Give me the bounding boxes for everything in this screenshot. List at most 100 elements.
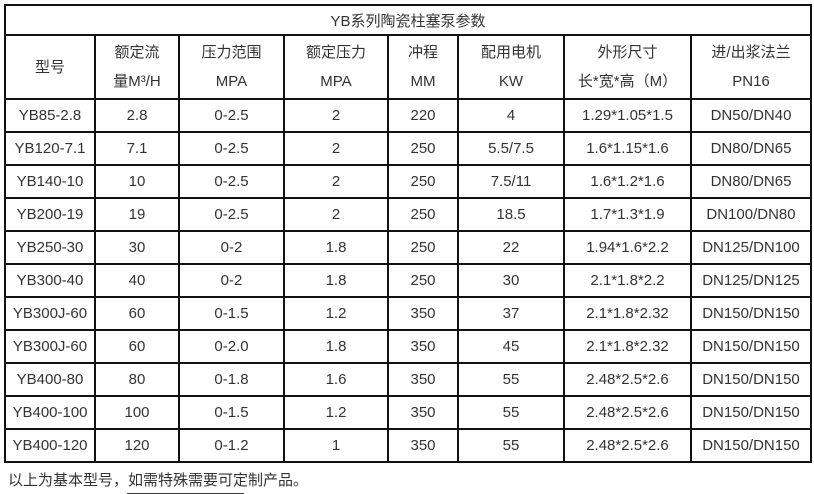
header-model: 型号 xyxy=(4,34,96,100)
cell-motor: 45 xyxy=(457,329,565,364)
table-title-row: YB系列陶瓷柱塞泵参数 xyxy=(3,4,813,36)
cell-stroke: 220 xyxy=(387,98,459,133)
table-title: YB系列陶瓷柱塞泵参数 xyxy=(3,4,813,36)
header-model-label: 型号 xyxy=(34,58,65,76)
cell-dimensions: 1.29*1.05*1.5 xyxy=(563,98,692,133)
cell-rated-pressure: 1.8 xyxy=(283,230,389,265)
cell-rated-flow: 100 xyxy=(94,395,180,430)
table-row: YB400-100 100 0-1.5 1.2 350 55 2.48*2.5*… xyxy=(4,395,813,430)
table-row: YB85-2.8 2.8 0-2.5 2 220 4 1.29*1.05*1.5… xyxy=(4,98,813,133)
cell-flange: DN100/DN80 xyxy=(689,197,813,232)
cell-motor: 55 xyxy=(457,428,565,463)
cell-rated-flow: 60 xyxy=(94,329,180,364)
cell-model: YB300J-60 xyxy=(4,329,96,364)
cell-rated-flow: 30 xyxy=(94,230,180,265)
cell-model: YB120-7.1 xyxy=(4,131,96,166)
cell-motor: 55 xyxy=(457,362,565,397)
cell-pressure-range: 0-2.5 xyxy=(178,197,285,232)
cell-dimensions: 2.1*1.8*2.32 xyxy=(563,296,692,331)
cell-pressure-range: 0-1.5 xyxy=(178,296,285,331)
cell-motor: 30 xyxy=(457,263,565,298)
table-row: YB400-120 120 0-1.2 1 350 55 2.48*2.5*2.… xyxy=(4,428,813,463)
cell-rated-pressure: 1 xyxy=(283,428,389,463)
cell-pressure-range: 0-2.5 xyxy=(178,164,285,199)
cell-model: YB300J-60 xyxy=(4,296,96,331)
header-rated-pressure: 额定压力 MPA xyxy=(283,34,389,100)
cell-rated-flow: 40 xyxy=(94,263,180,298)
cell-dimensions: 2.48*2.5*2.6 xyxy=(563,428,692,463)
cell-rated-flow: 2.8 xyxy=(94,98,180,133)
cell-flange: DN150/DN150 xyxy=(689,362,813,397)
table-row: YB300J-60 60 0-1.5 1.2 350 37 2.1*1.8*2.… xyxy=(4,296,813,331)
table-row: YB140-10 10 0-2.5 2 250 7.5/11 1.6*1.2*1… xyxy=(4,164,813,199)
cell-rated-flow: 7.1 xyxy=(94,131,180,166)
cell-model: YB200-19 xyxy=(4,197,96,232)
cell-motor: 18.5 xyxy=(457,197,565,232)
cell-pressure-range: 0-2.0 xyxy=(178,329,285,364)
cell-flange: DN150/DN150 xyxy=(689,329,813,364)
cell-flange: DN50/DN40 xyxy=(689,98,813,133)
cell-stroke: 350 xyxy=(387,428,459,463)
header-flange: 进/出浆法兰 PN16 xyxy=(689,34,813,100)
table-row: YB300J-60 60 0-2.0 1.8 350 45 2.1*1.8*2.… xyxy=(4,329,813,364)
cell-pressure-range: 0-2.5 xyxy=(178,98,285,133)
cell-rated-pressure: 2 xyxy=(283,98,389,133)
cell-stroke: 250 xyxy=(387,131,459,166)
header-dimensions: 外形尺寸 长*宽*高（M） xyxy=(563,34,692,100)
cell-motor: 7.5/11 xyxy=(457,164,565,199)
cell-rated-pressure: 1.8 xyxy=(283,263,389,298)
cell-flange: DN150/DN150 xyxy=(689,395,813,430)
cell-dimensions: 1.6*1.15*1.6 xyxy=(563,131,692,166)
cell-dimensions: 1.7*1.3*1.9 xyxy=(563,197,692,232)
cell-motor: 37 xyxy=(457,296,565,331)
header-rated-flow: 额定流 量M³/H xyxy=(94,34,180,100)
cell-rated-flow: 19 xyxy=(94,197,180,232)
cell-model: YB400-100 xyxy=(4,395,96,430)
cell-motor: 22 xyxy=(457,230,565,265)
cell-stroke: 250 xyxy=(387,164,459,199)
cell-flange: DN150/DN150 xyxy=(689,428,813,463)
table-row: YB250-30 30 0-2 1.8 250 22 1.94*1.6*2.2 … xyxy=(4,230,813,265)
cell-rated-pressure: 1.2 xyxy=(283,395,389,430)
cell-motor: 5.5/7.5 xyxy=(457,131,565,166)
cell-flange: DN150/DN150 xyxy=(689,296,813,331)
cell-pressure-range: 0-2 xyxy=(178,263,285,298)
cell-rated-flow: 80 xyxy=(94,362,180,397)
cell-dimensions: 1.6*1.2*1.6 xyxy=(563,164,692,199)
header-motor: 配用电机 KW xyxy=(457,34,565,100)
cell-model: YB400-120 xyxy=(4,428,96,463)
header-stroke: 冲程 MM xyxy=(387,34,459,100)
cell-dimensions: 2.1*1.8*2.32 xyxy=(563,329,692,364)
table-row: YB300-40 40 0-2 1.8 250 30 2.1*1.8*2.2 D… xyxy=(4,263,813,298)
cell-flange: DN125/DN100 xyxy=(689,230,813,265)
cell-pressure-range: 0-1.8 xyxy=(178,362,285,397)
cell-stroke: 350 xyxy=(387,329,459,364)
cell-rated-flow: 60 xyxy=(94,296,180,331)
cell-dimensions: 1.94*1.6*2.2 xyxy=(563,230,692,265)
cell-stroke: 350 xyxy=(387,362,459,397)
cell-model: YB300-40 xyxy=(4,263,96,298)
footer-note: 以上为基本型号，如需特殊需要可定制产品。 xyxy=(8,472,309,489)
pump-spec-table: YB系列陶瓷柱塞泵参数 型号 额定流 量M³/H 压力范围 MPA 额定压力 M… xyxy=(3,4,813,463)
cell-stroke: 250 xyxy=(387,197,459,232)
cell-model: YB85-2.8 xyxy=(4,98,96,133)
cell-rated-flow: 120 xyxy=(94,428,180,463)
cell-rated-pressure: 2 xyxy=(283,197,389,232)
cell-dimensions: 2.1*1.8*2.2 xyxy=(563,263,692,298)
cell-flange: DN125/DN125 xyxy=(689,263,813,298)
cell-stroke: 350 xyxy=(387,296,459,331)
cell-pressure-range: 0-1.5 xyxy=(178,395,285,430)
pump-spec-page: YB系列陶瓷柱塞泵参数 型号 额定流 量M³/H 压力范围 MPA 额定压力 M… xyxy=(0,4,814,494)
cell-pressure-range: 0-1.2 xyxy=(178,428,285,463)
cell-stroke: 250 xyxy=(387,230,459,265)
cell-motor: 55 xyxy=(457,395,565,430)
cell-model: YB250-30 xyxy=(4,230,96,265)
cell-stroke: 250 xyxy=(387,263,459,298)
cell-motor: 4 xyxy=(457,98,565,133)
cell-stroke: 350 xyxy=(387,395,459,430)
cell-pressure-range: 0-2.5 xyxy=(178,131,285,166)
cell-flange: DN80/DN65 xyxy=(689,131,813,166)
cell-rated-pressure: 1.8 xyxy=(283,329,389,364)
cell-flange: DN80/DN65 xyxy=(689,164,813,199)
table-row: YB200-19 19 0-2.5 2 250 18.5 1.7*1.3*1.9… xyxy=(4,197,813,232)
